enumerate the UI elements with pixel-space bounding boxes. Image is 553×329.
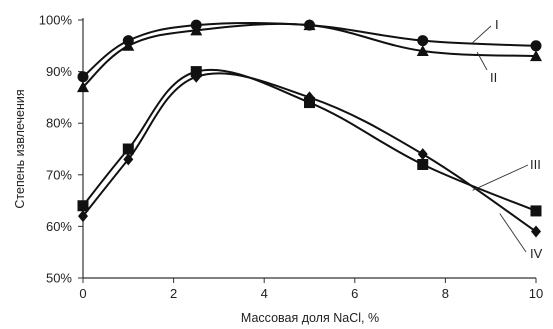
- point-marker: [303, 19, 316, 31]
- point-marker: [530, 40, 542, 52]
- point-marker: [530, 205, 542, 217]
- axes: 50% 60% 70% 80% 90% 100% 0 2 4 6 8 10: [39, 13, 543, 302]
- series-line-iii: [82, 68, 537, 212]
- point-marker: [122, 143, 134, 155]
- point-marker: [530, 50, 542, 62]
- x-tick-label: 10: [529, 286, 543, 301]
- leader-line: [472, 25, 492, 44]
- leader-line: [476, 51, 488, 71]
- x-tick-label: 2: [170, 286, 177, 301]
- y-tick-label: 60%: [46, 219, 72, 234]
- series-line-ii: [82, 22, 537, 88]
- point-marker: [531, 225, 541, 238]
- y-axis-title: Степень извлечения: [13, 89, 27, 208]
- series-label-iii: III: [530, 157, 541, 172]
- point-marker: [77, 81, 89, 93]
- point-marker: [417, 148, 428, 161]
- x-tick-label: 4: [261, 286, 268, 301]
- markers-layer: [77, 19, 542, 238]
- x-tick-label: 8: [442, 286, 449, 301]
- y-tick-label: 70%: [46, 167, 72, 182]
- y-tick-label: 50%: [46, 271, 72, 286]
- x-tick-label: 0: [79, 286, 86, 301]
- point-marker: [417, 158, 429, 170]
- point-marker: [304, 91, 315, 104]
- y-tick-label: 100%: [39, 13, 73, 28]
- point-marker: [191, 70, 202, 83]
- point-marker: [78, 210, 88, 223]
- y-tick-label: 90%: [46, 64, 72, 79]
- series-label-iv: IV: [530, 246, 543, 261]
- series-label-ii: II: [490, 70, 497, 85]
- point-marker: [417, 35, 429, 47]
- point-marker: [77, 71, 89, 83]
- point-marker: [122, 39, 135, 51]
- x-axis-title: Массовая доля NaCl, %: [241, 311, 379, 325]
- leader-line: [499, 213, 527, 253]
- point-marker: [123, 153, 134, 166]
- series-layer: [82, 22, 537, 233]
- point-marker: [77, 200, 89, 212]
- y-tick-label: 80%: [46, 116, 72, 131]
- series-label-i: I: [495, 17, 499, 32]
- leader-line: [472, 164, 529, 191]
- series-line-i: [82, 22, 537, 78]
- x-tick-label: 6: [351, 286, 358, 301]
- point-marker: [416, 44, 429, 56]
- point-marker: [190, 24, 203, 36]
